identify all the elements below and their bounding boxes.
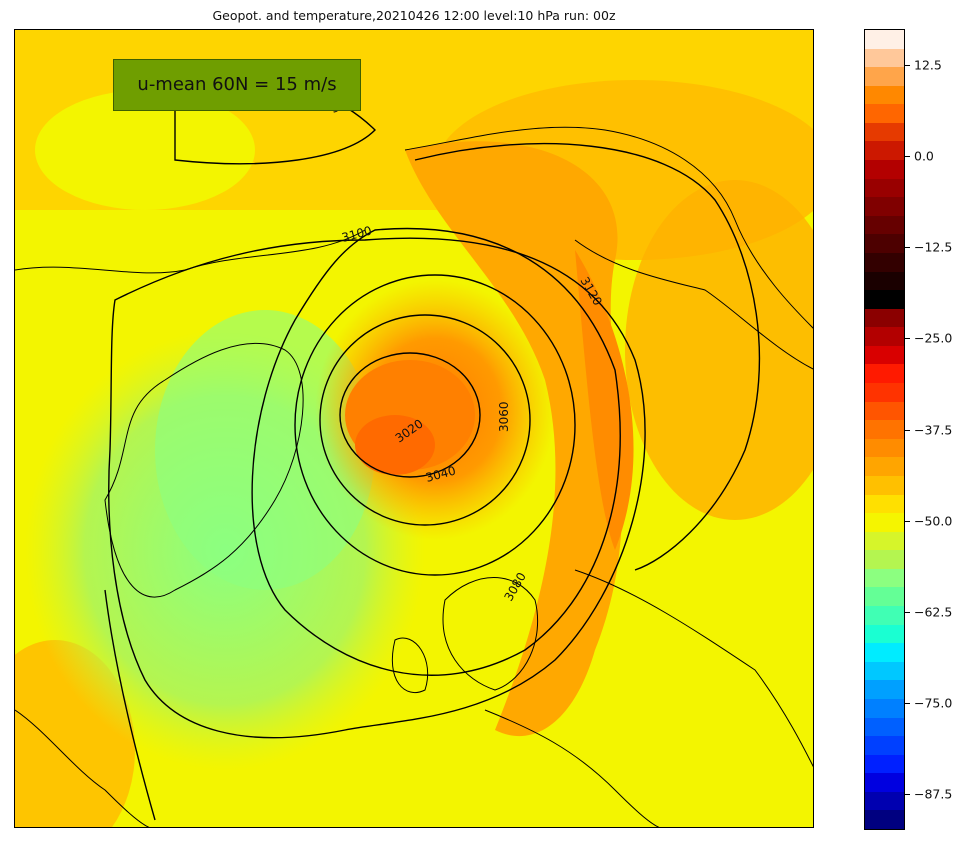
colorbar-band [865,624,904,644]
contour-3100 [108,237,646,739]
colorbar-band [865,85,904,105]
colorbar-band [865,197,904,217]
contour-3060 [294,274,576,576]
map-canvas: 3120 3100 3120 3020 3040 3060 3080 [15,30,813,827]
colorbar-band [865,30,904,50]
colorbar-band [865,141,904,161]
colorbar-band [865,717,904,737]
colorbar-tick-mark [905,793,910,795]
colorbar-band [865,494,904,514]
contour-3040 [319,314,531,526]
colorbar-band [865,252,904,273]
colorbar-band [865,457,904,477]
colorbar-band [865,327,904,347]
colorbar-tick-label: −37.5 [914,422,953,437]
colorbar-band [865,475,904,496]
colorbar-band [865,791,904,811]
colorbar-tick-label: −25.0 [914,330,953,346]
colorbar-tick-mark [905,156,910,158]
colorbar-tick-label: −50.0 [914,513,953,529]
colorbar-band [865,550,904,570]
colorbar-band [865,290,904,310]
colorbar-band [865,48,904,68]
colorbar-tick-mark [905,247,910,249]
colorbar-band [865,234,904,254]
colorbar-tick-label: −75.0 [914,695,953,711]
colorbar-band [865,67,904,87]
colorbar-band [865,568,904,589]
colorbar-tick-label: 12.5 [914,57,942,73]
colorbar-tick-mark [905,338,910,340]
colorbar-tick-mark [905,611,910,613]
colorbar-band [865,215,904,235]
u-mean-annotation: u-mean 60N = 15 m/s [113,59,361,111]
colorbar-band [865,308,904,328]
colorbar-band [865,680,904,700]
temperature-shading [15,30,813,827]
colorbar-band [865,736,904,756]
colorbar-tick-mark [905,429,910,431]
contour-3120-west [104,589,156,821]
colorbar-band [865,104,904,124]
contour-label: 3060 [497,401,511,432]
contour-3020 [339,352,481,478]
figure-title: Geopot. and temperature,20210426 12:00 l… [212,8,616,23]
colorbar-band [865,698,904,719]
colorbar-band [865,531,904,551]
colorbar-band [865,401,904,421]
colorbar-band [865,420,904,440]
colorbar-tick-label: −12.5 [914,239,953,255]
colorbar-band [865,513,904,533]
colorbar-band [865,661,904,681]
polar-stereographic-map: 3120 3100 3120 3020 3040 3060 3080 [14,29,814,828]
contour-3120-east [414,142,761,571]
colorbar-band [865,122,904,143]
colorbar [864,29,905,830]
colorbar-band [865,364,904,384]
colorbar-band [865,271,904,291]
colorbar-band [865,438,904,458]
colorbar-tick-label: 0.0 [914,148,934,164]
colorbar-band [865,773,904,793]
colorbar-tick-label: −87.5 [914,786,953,802]
contour-3080 [251,227,621,676]
colorbar-band [865,587,904,607]
colorbar-band [865,383,904,403]
colorbar-tick-mark [905,65,910,67]
colorbar-band [865,160,904,180]
colorbar-band [865,606,904,626]
colorbar-tick-label: −62.5 [914,604,953,620]
colorbar-band [865,643,904,663]
colorbar-band [865,810,904,829]
colorbar-band [865,754,904,774]
colorbar-band [865,345,904,366]
colorbar-band [865,178,904,198]
colorbar-tick-mark [905,520,910,522]
colorbar-tick-mark [905,702,910,704]
